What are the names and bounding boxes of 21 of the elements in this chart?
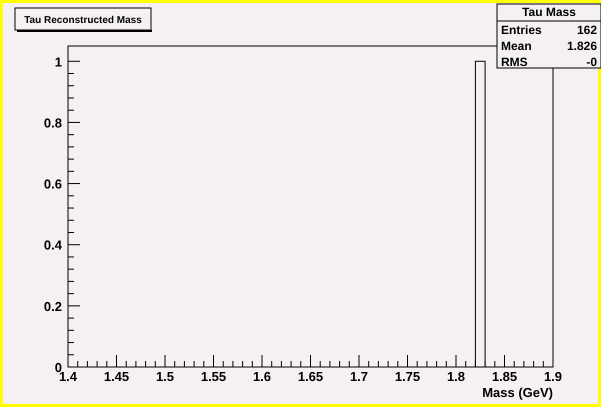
text: Entries 162: [501, 23, 597, 37]
x-tick-label: 1.9: [544, 369, 562, 384]
x-tick-label: 1.65: [298, 369, 324, 384]
x-tick-label: 1.6: [252, 369, 272, 384]
x-tick-label: 1.8: [446, 369, 466, 384]
x-tick-label: 1.5: [156, 369, 174, 384]
text: Tau Mass: [522, 5, 576, 19]
x-tick-label: 1.45: [104, 369, 130, 384]
y-tick-label: 0.8: [44, 115, 62, 130]
y-tick-label: 0.2: [44, 298, 62, 314]
x-tick-label: 1.55: [200, 369, 226, 384]
x-tick-label: 1.7: [350, 369, 368, 384]
x-axis-title: Mass (GeV): [482, 385, 553, 400]
y-tick-label: 0.4: [44, 238, 63, 253]
x-tick-label: 1.85: [492, 369, 518, 384]
y-tick-label: 1: [54, 54, 62, 70]
text: RMS -0: [501, 55, 597, 69]
text: Mean 1.826: [501, 39, 597, 53]
y-tick-label: 0.6: [44, 176, 62, 192]
chart-title: Tau Reconstructed Mass: [24, 15, 142, 26]
x-tick-label: 1.75: [394, 369, 420, 384]
